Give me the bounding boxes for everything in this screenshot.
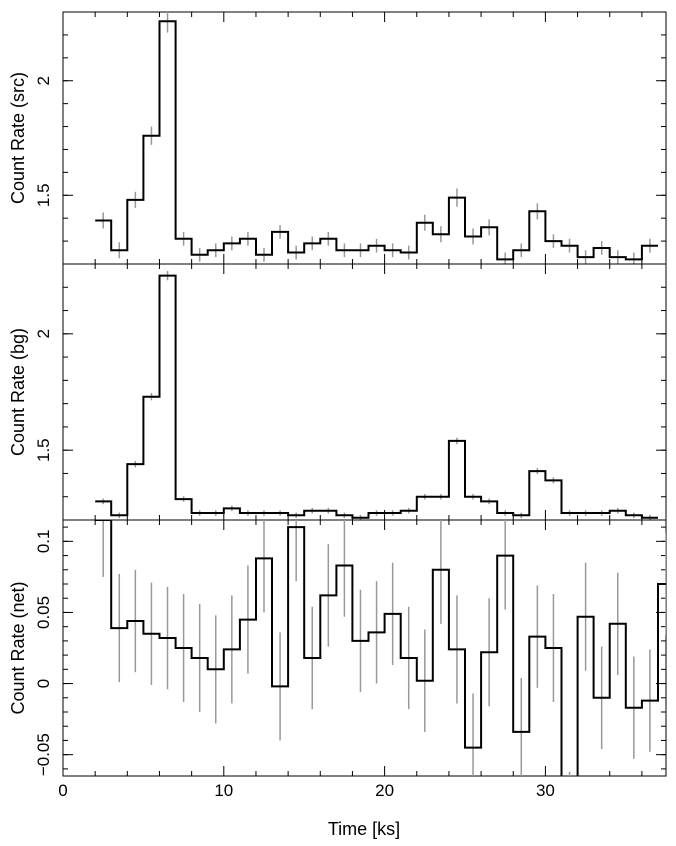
bg-frame (62, 263, 667, 521)
src-frame (62, 11, 667, 265)
y-tick-label: 0.05 (34, 596, 53, 629)
y-tick-label: 0 (34, 679, 53, 688)
bg-y-axis-title: Count Rate (bg) (8, 328, 28, 456)
y-tick-label: 2 (34, 329, 53, 338)
src-x-ticks (62, 12, 643, 264)
src-data (95, 12, 658, 264)
x-axis-title: Time [ks] (328, 819, 400, 839)
panel-net: −0.05 0 0.05 0.1 Count Rate (net) (8, 519, 667, 777)
src-step-line (95, 20, 658, 261)
net-step-line (95, 520, 666, 776)
x-tick-label: 20 (375, 781, 394, 800)
net-x-ticks (62, 520, 643, 776)
src-y-axis-title: Count Rate (src) (8, 72, 28, 204)
src-y-ticks: 1.52 (34, 34, 666, 242)
net-data (95, 520, 666, 776)
bg-x-ticks (62, 264, 643, 520)
y-tick-label: 1.5 (34, 438, 53, 462)
y-tick-label: −0.05 (34, 733, 53, 776)
bg-y-ticks: 1.52 (34, 286, 666, 498)
y-tick-label: 2 (34, 76, 53, 85)
y-tick-label: 0.1 (34, 530, 53, 554)
x-tick-labels: 0 10 20 30 (58, 781, 555, 800)
bg-data (95, 270, 658, 520)
y-tick-label: 1.5 (34, 183, 53, 207)
net-frame (62, 519, 667, 777)
x-tick-label: 0 (58, 781, 67, 800)
net-y-ticks: −0.05 0 0.05 0.1 (34, 526, 666, 776)
x-tick-label: 10 (214, 781, 233, 800)
bg-step-line (95, 274, 658, 519)
x-tick-label: 30 (536, 781, 555, 800)
net-y-axis-title: Count Rate (net) (8, 581, 28, 714)
